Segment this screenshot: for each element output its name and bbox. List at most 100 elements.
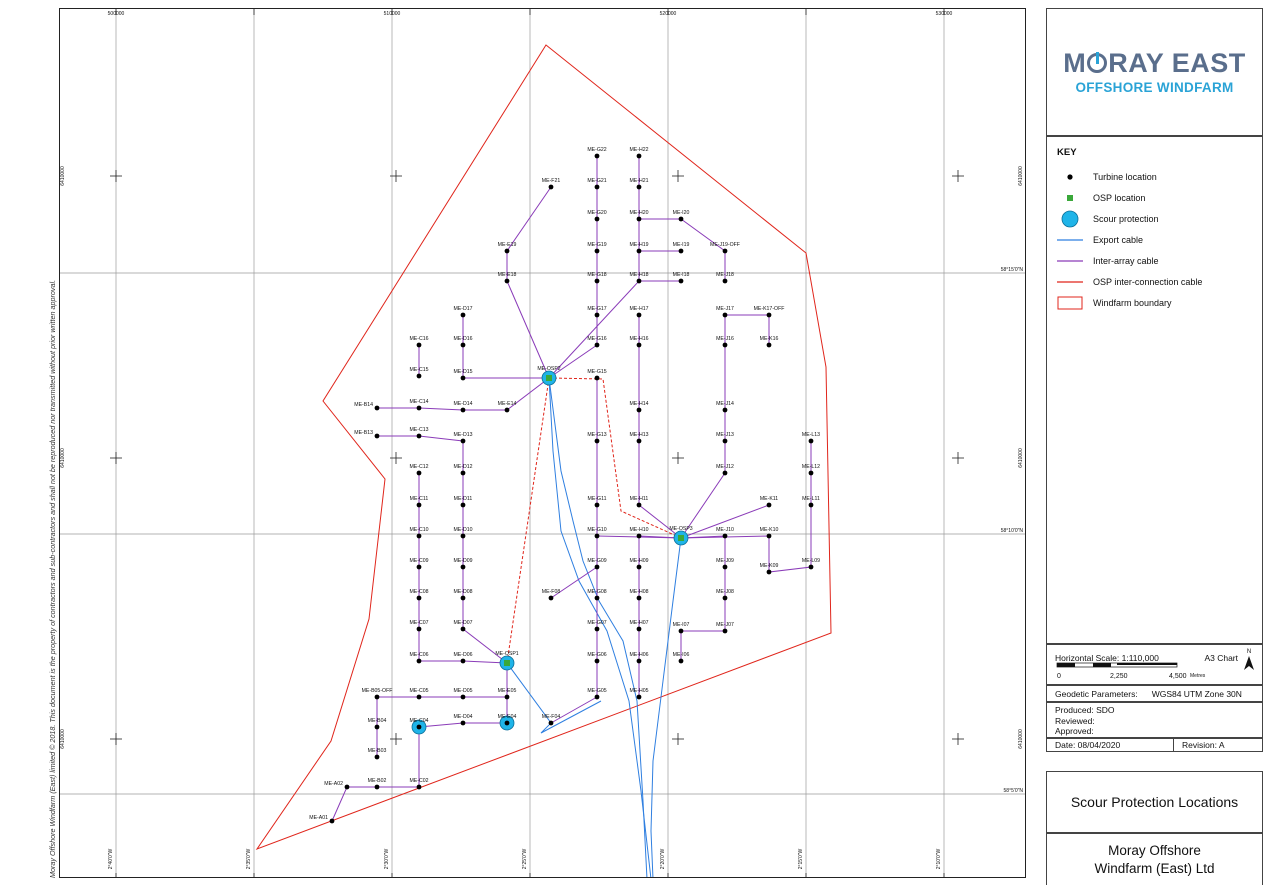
approved-by: Approved: bbox=[1055, 726, 1094, 736]
turbine-marker bbox=[678, 216, 684, 222]
turbine-marker bbox=[416, 470, 422, 476]
logo-o-icon bbox=[1087, 51, 1108, 73]
turbine-marker bbox=[548, 184, 554, 190]
turbine-marker bbox=[766, 312, 772, 318]
inter-array-cable bbox=[548, 156, 598, 379]
turbine-marker bbox=[808, 502, 814, 508]
osp-marker bbox=[504, 660, 510, 666]
map-frame[interactable]: 5000005000005100005100005200005200005300… bbox=[59, 8, 1026, 878]
turbine-marker bbox=[416, 595, 422, 601]
turbine-marker bbox=[594, 626, 600, 632]
turbine-marker bbox=[374, 433, 380, 439]
turbine-marker bbox=[374, 784, 380, 790]
northing-label-left: 6410000 bbox=[60, 448, 66, 468]
turbine-label: ME-B14 bbox=[354, 402, 373, 408]
inter-array-cable bbox=[506, 186, 552, 379]
turbine-marker bbox=[636, 312, 642, 318]
turbine-marker bbox=[460, 658, 466, 664]
turbine-marker bbox=[460, 375, 466, 381]
turbine-label: ME-C11 bbox=[410, 496, 429, 502]
turbine-label: ME-B03 bbox=[368, 748, 387, 754]
turbine-marker bbox=[460, 720, 466, 726]
turbine-marker bbox=[460, 438, 466, 444]
legend-item-boundary: Windfarm boundary bbox=[1057, 292, 1252, 313]
company-panel: Moray Offshore Windfarm (East) Ltd bbox=[1046, 833, 1263, 885]
osp-interconnect-line-icon bbox=[1057, 280, 1083, 283]
turbine-label: ME-J17 bbox=[716, 306, 734, 312]
scour-circle-icon bbox=[1061, 210, 1079, 227]
turbine-label: ME-G05 bbox=[587, 688, 606, 694]
legend-title: KEY bbox=[1057, 147, 1077, 158]
north-arrow-icon: N bbox=[1244, 649, 1254, 670]
turbine-marker bbox=[636, 407, 642, 413]
turbine-marker bbox=[504, 278, 510, 284]
date-value: Date: 08/04/2020 bbox=[1047, 739, 1174, 751]
turbine-label: ME-G18 bbox=[587, 272, 606, 278]
easting-label-top: 510000 bbox=[384, 11, 401, 17]
turbine-marker bbox=[460, 470, 466, 476]
turbine-marker bbox=[636, 248, 642, 254]
turbine-label: ME-C08 bbox=[409, 589, 428, 595]
turbine-label: ME-D05 bbox=[453, 688, 472, 694]
turbine-marker bbox=[548, 595, 554, 601]
turbine-label: ME-J12 bbox=[716, 464, 734, 470]
turbine-label: ME-L13 bbox=[802, 432, 820, 438]
turbine-label: ME-D16 bbox=[453, 336, 472, 342]
turbine-label: ME-E14 bbox=[498, 401, 517, 407]
turbine-label: ME-H17 bbox=[629, 306, 648, 312]
inter-array-cable bbox=[550, 696, 598, 724]
turbine-label: ME-H22 bbox=[629, 147, 648, 153]
turbine-marker bbox=[416, 373, 422, 379]
turbine-label: ME-C14 bbox=[409, 399, 428, 405]
legend-item-turbine: Turbine location bbox=[1057, 166, 1252, 187]
scale-tick-1: 2,250 bbox=[1110, 673, 1128, 680]
turbine-marker bbox=[636, 533, 642, 539]
turbine-label: ME-D12 bbox=[453, 464, 472, 470]
export-cable bbox=[548, 377, 652, 877]
turbine-label: ME-E19 bbox=[498, 242, 517, 248]
inter-array-cable bbox=[638, 219, 681, 282]
turbine-label: ME-G19 bbox=[587, 242, 606, 248]
map-canvas[interactable]: 5000005000005100005100005200005200005300… bbox=[60, 9, 1026, 878]
turbine-label: ME-H21 bbox=[629, 178, 648, 184]
turbine-marker bbox=[722, 628, 728, 634]
turbine-label: ME-H18 bbox=[629, 272, 648, 278]
scale-unit: Metres bbox=[1190, 673, 1206, 679]
turbine-label: ME-H11 bbox=[630, 496, 649, 502]
turbine-label: ME-B05-OFF bbox=[362, 688, 393, 694]
turbine-label: ME-K17-OFF bbox=[754, 306, 785, 312]
inter-array-cable bbox=[462, 315, 549, 379]
longitude-label: 2°15'0"W bbox=[798, 848, 804, 869]
turbine-marker bbox=[416, 433, 422, 439]
turbine-marker bbox=[678, 658, 684, 664]
turbine-label: ME-C05 bbox=[409, 688, 428, 694]
turbine-label: ME-H07 bbox=[629, 620, 648, 626]
turbine-marker bbox=[808, 438, 814, 444]
turbine-marker bbox=[636, 278, 642, 284]
osp-label: ME-OSP3 bbox=[669, 526, 692, 532]
legend-item-inter-array: Inter-array cable bbox=[1057, 250, 1252, 271]
osp-label: ME-OSP2 bbox=[537, 366, 560, 372]
turbine-label: ME-D13 bbox=[453, 432, 472, 438]
turbine-label: ME-C15 bbox=[409, 367, 428, 373]
inter-array-cable bbox=[638, 315, 682, 539]
turbine-marker bbox=[636, 342, 642, 348]
northing-label-left: 6410000 bbox=[60, 729, 66, 749]
turbine-marker bbox=[594, 694, 600, 700]
turbine-label: ME-I06 bbox=[673, 652, 690, 658]
osp-interconnect-cable bbox=[548, 377, 682, 539]
turbine-marker bbox=[594, 533, 600, 539]
turbine-marker bbox=[416, 658, 422, 664]
export-cable-line-icon bbox=[1057, 238, 1083, 241]
turbine-label: ME-L09 bbox=[802, 558, 820, 564]
turbine-label: ME-D07 bbox=[453, 620, 472, 626]
turbine-marker bbox=[594, 216, 600, 222]
longitude-label: 2°35'0"W bbox=[246, 848, 252, 869]
turbine-marker bbox=[636, 502, 642, 508]
turbine-label: ME-D11 bbox=[454, 496, 473, 502]
turbine-marker bbox=[416, 533, 422, 539]
turbine-label: ME-D14 bbox=[453, 401, 472, 407]
turbine-label: ME-C16 bbox=[409, 336, 428, 342]
turbine-marker bbox=[460, 533, 466, 539]
geodetic-value: WGS84 UTM Zone 30N bbox=[1151, 688, 1242, 699]
